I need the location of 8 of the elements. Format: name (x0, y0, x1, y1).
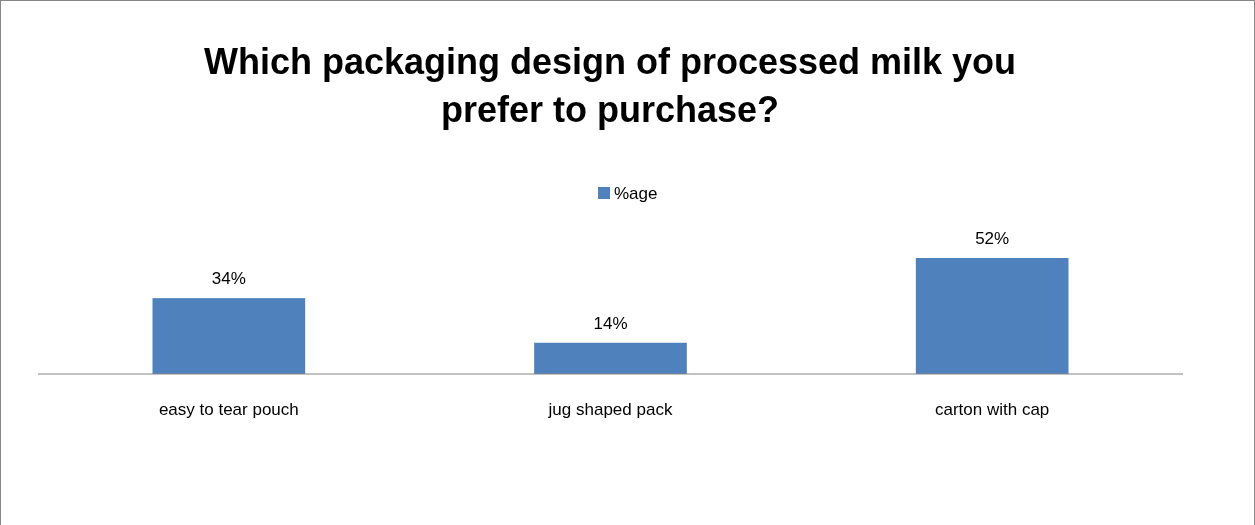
legend-label: %age (614, 184, 658, 203)
chart-title: Which packaging design of processed milk you prefer to purchase? (203, 41, 1017, 130)
data-label: 52% (975, 229, 1010, 248)
x-tick-label: easy to tear pouch (158, 400, 299, 419)
data-label: 14% (593, 313, 628, 333)
x-tick-label: jug shaped pack (547, 400, 673, 419)
data-label: 34% (211, 269, 246, 289)
x-tick-label: carton with cap (934, 400, 1050, 419)
